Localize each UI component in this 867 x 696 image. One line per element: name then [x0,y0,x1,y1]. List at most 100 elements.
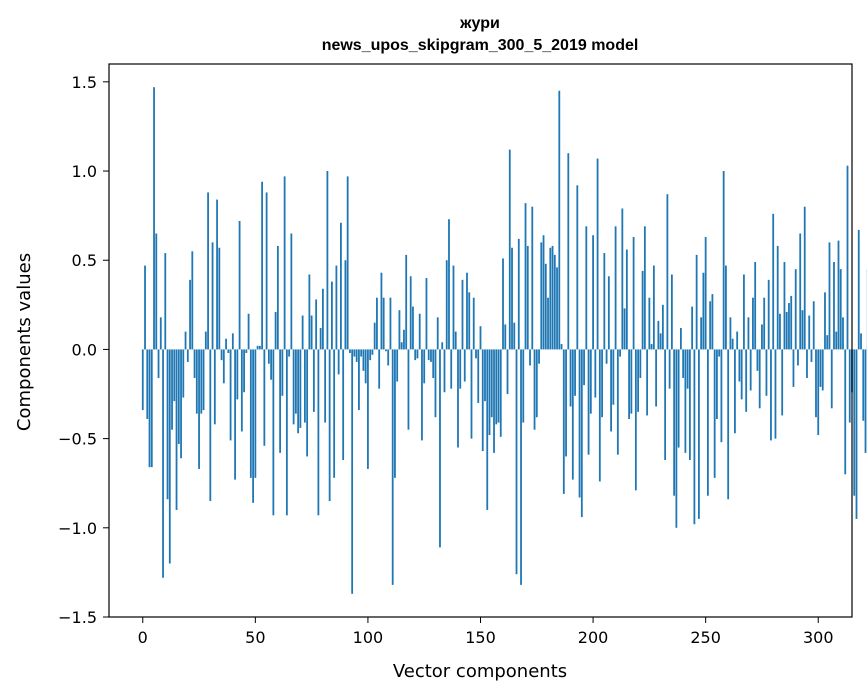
bar-258 [722,171,725,350]
bar-294 [803,206,806,350]
bar-248 [700,317,703,350]
bar-143 [463,349,466,382]
bar-181 [549,247,552,350]
bar-217 [630,349,633,414]
bar-29 [207,192,209,350]
bar-282 [776,245,779,350]
bar-126 [425,278,428,350]
bar-59 [274,311,277,350]
bar-243 [688,349,691,461]
bar-137 [450,349,453,389]
bar-293 [801,310,804,350]
bar-86 [335,265,338,350]
bar-119 [409,276,412,350]
bar-72 [303,349,306,423]
bar-236 [673,349,676,496]
bar-283 [779,313,781,350]
bar-87 [337,349,340,375]
bar-184 [556,267,558,350]
bar-3 [148,349,151,468]
bar-223 [643,226,646,350]
chart-subtitle: news_upos_skipgram_300_5_2019 model [322,37,639,54]
bar-58 [272,349,275,516]
bar-50 [254,349,257,478]
bar-134 [443,349,446,393]
bar-321 [864,349,867,453]
bar-80 [321,288,324,350]
bar-150 [479,326,482,350]
bar-314 [848,349,851,423]
bar-239 [679,328,682,350]
bar-34 [218,247,221,350]
y-tick-label: −1.0 [58,519,97,538]
bar-124 [421,349,423,441]
x-tick-label: 100 [353,628,384,647]
bar-140 [457,349,459,448]
bar-216 [628,349,630,419]
bar-71 [301,315,304,350]
bar-320 [862,349,865,421]
bar-106 [380,272,383,350]
bar-69 [297,349,300,434]
bar-11 [166,349,169,500]
bar-113 [396,349,399,382]
bar-90 [344,260,347,350]
x-tick-label: 250 [690,628,721,647]
bar-7 [157,349,160,378]
bar-263 [734,349,736,434]
bar-318 [857,229,860,350]
chart-title: жури [459,15,500,32]
bar-122 [416,349,419,359]
bar-284 [781,349,784,416]
bar-253 [711,294,714,350]
bar-235 [670,274,673,350]
bar-123 [418,313,421,350]
bar-309 [837,240,840,350]
bar-167 [517,238,520,350]
bar-296 [808,315,811,350]
bar-139 [454,331,457,350]
bar-306 [830,349,833,409]
bar-215 [625,249,628,350]
bar-147 [472,297,475,350]
bar-17 [180,349,182,459]
x-axis-ticks: 0 50 100 150 200 250 300 [138,617,834,647]
bar-212 [619,349,621,357]
bar-61 [279,349,282,453]
bar-44 [240,349,243,432]
bar-200 [592,235,594,350]
bar-136 [448,219,450,350]
bar-36 [222,349,225,384]
bar-52 [258,345,261,350]
plot-frame [108,63,853,618]
bar-257 [720,349,723,443]
bar-26 [200,349,203,414]
bar-104 [376,297,378,350]
bar-49 [252,349,254,503]
bar-35 [220,349,223,361]
y-tick-label: 1.5 [72,73,97,92]
bar-205 [603,253,606,350]
bar-275 [761,324,763,350]
bar-165 [513,322,516,350]
bar-170 [524,203,527,350]
bar-67 [292,349,295,425]
bar-189 [567,153,570,350]
bar-319 [860,333,862,350]
bar-289 [792,349,795,387]
bar-73 [306,349,309,457]
bar-31 [211,242,214,350]
bar-270 [749,349,752,391]
bar-273 [756,349,759,371]
bar-51 [256,345,259,350]
bar-204 [601,349,603,418]
bar-203 [598,349,601,482]
bar-302 [821,349,824,391]
bar-191 [571,349,574,480]
bar-303 [824,292,826,350]
bar-244 [691,306,694,350]
bar-292 [799,233,802,350]
bar-107 [382,297,385,350]
bar-153 [486,349,489,510]
bar-162 [506,349,509,395]
